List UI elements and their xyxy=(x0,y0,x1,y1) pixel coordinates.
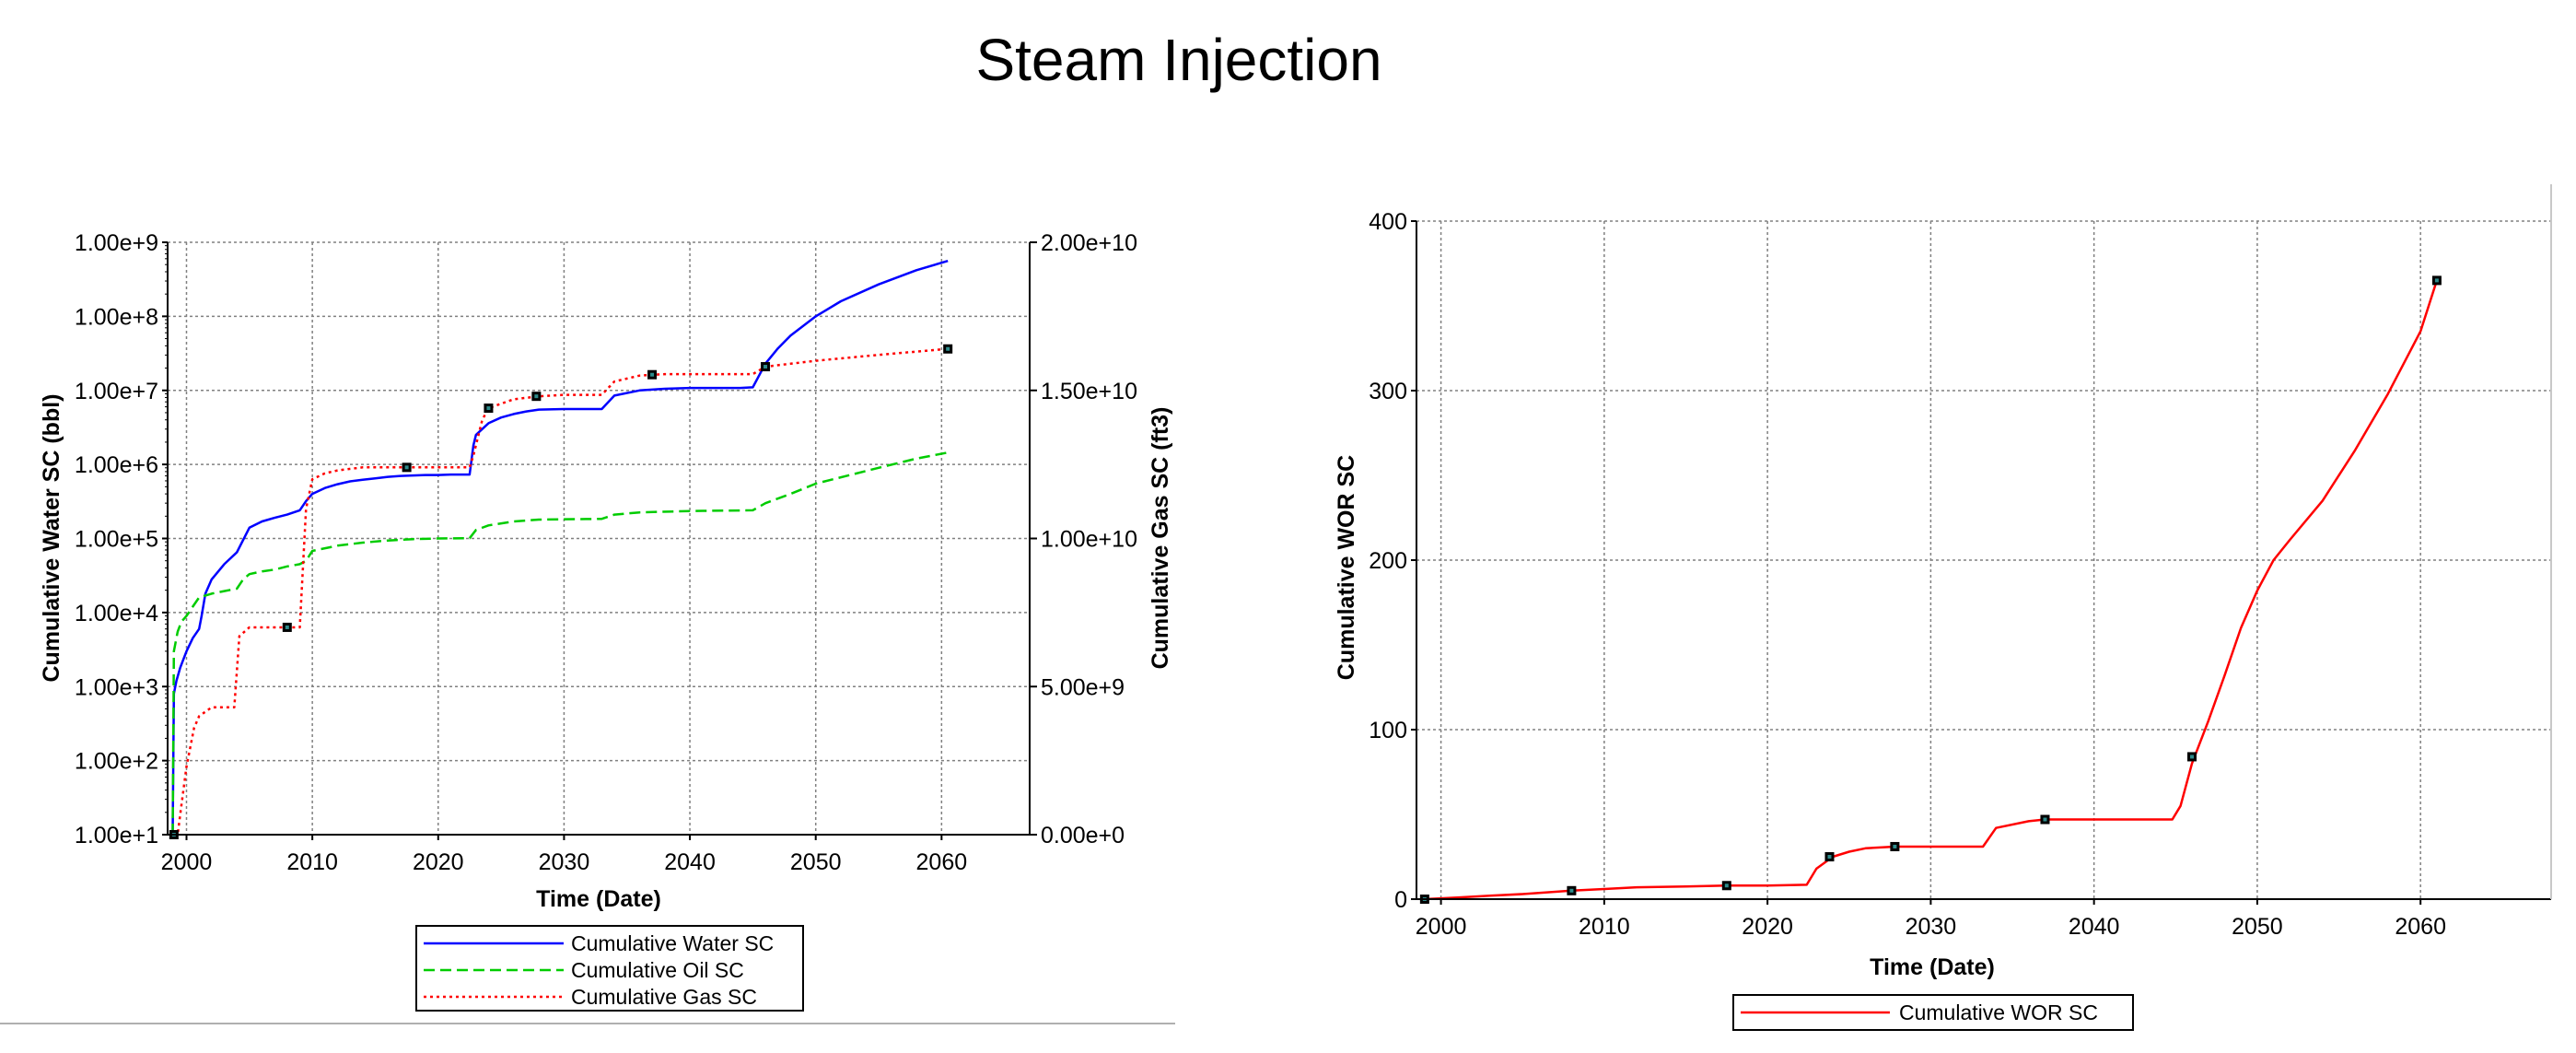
y-tick-label: 1.00e+5 xyxy=(75,527,158,553)
data-marker-center xyxy=(763,365,768,369)
x-tick-label: 2030 xyxy=(539,849,590,875)
data-marker-center xyxy=(1569,888,1574,893)
y-tick-label: 200 xyxy=(1369,548,1407,574)
x-tick-label: 2020 xyxy=(1742,914,1793,940)
left-chart: 2000 2010 2020 2030 2040 2050 2060 1.00e+11.00… xyxy=(39,230,1173,1012)
y-tick-label: 1.00e+7 xyxy=(75,379,158,404)
left-chart-x-axis-title: Time (Date) xyxy=(536,886,661,912)
right-chart-y-axis-title: Cumulative WOR SC xyxy=(1334,455,1359,680)
data-marker-center xyxy=(2434,278,2439,283)
y2-tick-label: 1.50e+10 xyxy=(1041,379,1137,404)
data-marker-center xyxy=(1724,883,1729,888)
y-tick-label: 1.00e+3 xyxy=(75,674,158,700)
y-tick-label: 1.00e+1 xyxy=(75,823,158,848)
left-chart-y2-ticks: 0.00e+0 5.00e+9 1.00e+10 1.50e+10 2.00e+10 xyxy=(1030,230,1137,848)
y2-tick-label: 0.00e+0 xyxy=(1041,823,1125,848)
right-chart-y-ticks: 0 100 200 300 400 xyxy=(1369,209,1416,913)
data-marker-center xyxy=(285,625,289,629)
y-tick-label: 1.00e+9 xyxy=(75,230,158,256)
y2-tick-label: 2.00e+10 xyxy=(1041,230,1137,256)
x-tick-label: 2040 xyxy=(664,849,716,875)
left-chart-series xyxy=(171,260,949,837)
series-line-cumulative-wor-sc xyxy=(1424,280,2439,901)
page-title: Steam Injection xyxy=(975,27,1382,93)
left-chart-y-ticks: 1.00e+1 1.00e+2 1.00e+3 1.00e+4 1.00e+5 1.00e… xyxy=(75,230,168,848)
left-chart-y2-axis-title: Cumulative Gas SC (ft3) xyxy=(1148,407,1173,670)
y-tick-label: 1.00e+6 xyxy=(75,452,158,478)
y2-tick-label: 1.00e+10 xyxy=(1041,527,1137,553)
right-chart-grid xyxy=(1416,220,2551,899)
y-tick-label: 100 xyxy=(1369,718,1407,743)
x-tick-label: 2030 xyxy=(1906,914,1957,940)
y-tick-label: 0 xyxy=(1394,887,1407,913)
y-tick-label: 1.00e+4 xyxy=(75,601,158,626)
legend-label-gas: Cumulative Gas SC xyxy=(571,985,757,1009)
x-tick-label: 2010 xyxy=(286,849,338,875)
left-chart-x-ticks: 2000 2010 2020 2030 2040 2050 2060 xyxy=(161,835,967,875)
data-marker-center xyxy=(946,346,950,351)
x-tick-label: 2060 xyxy=(2395,914,2446,940)
left-chart-y-axis-title: Cumulative Water SC (bbl) xyxy=(39,394,64,683)
right-chart: 2000 2010 2020 2030 2040 2050 2060 0 100 200 300 4… xyxy=(1334,184,2552,1031)
data-marker-center xyxy=(1827,855,1832,859)
data-marker-center xyxy=(1893,844,1897,848)
y-tick-label: 400 xyxy=(1369,209,1407,235)
right-chart-series xyxy=(1424,280,2439,901)
data-marker-center xyxy=(486,406,491,411)
legend-label-water: Cumulative Water SC xyxy=(571,931,774,955)
series-line-cumulative-oil-sc xyxy=(171,450,949,836)
data-marker-center xyxy=(534,394,539,399)
y-tick-label: 1.00e+2 xyxy=(75,749,158,775)
x-tick-label: 2020 xyxy=(413,849,464,875)
x-tick-label: 2060 xyxy=(916,849,968,875)
x-tick-label: 2000 xyxy=(1416,914,1467,940)
y2-tick-label: 5.00e+9 xyxy=(1041,674,1125,700)
right-chart-legend: Cumulative WOR SC xyxy=(1732,994,2134,1031)
legend-label-wor: Cumulative WOR SC xyxy=(1899,1000,2098,1024)
left-chart-legend-box xyxy=(415,925,804,1012)
series-line-cumulative-water-sc xyxy=(171,260,949,836)
data-marker-center xyxy=(2043,817,2047,822)
legend-label-oil: Cumulative Oil SC xyxy=(571,958,744,982)
data-marker-center xyxy=(404,465,409,470)
y-tick-label: 300 xyxy=(1369,379,1407,404)
x-tick-label: 2000 xyxy=(161,849,213,875)
left-chart-legend: Cumulative Water SC Cumulative Oil SC Cu… xyxy=(415,925,804,1012)
right-chart-plot-area xyxy=(1416,221,2551,899)
x-tick-label: 2050 xyxy=(790,849,842,875)
y-tick-label: 1.00e+8 xyxy=(75,304,158,330)
left-chart-grid xyxy=(168,241,1030,835)
series-line-cumulative-gas-sc xyxy=(173,347,949,837)
x-tick-label: 2040 xyxy=(2069,914,2120,940)
right-chart-x-axis-title: Time (Date) xyxy=(1870,954,1995,980)
right-chart-x-ticks: 2000 2010 2020 2030 2040 2050 2060 xyxy=(1416,899,2446,940)
x-tick-label: 2050 xyxy=(2232,914,2283,940)
data-marker-center xyxy=(650,372,655,377)
data-marker-center xyxy=(2190,755,2195,759)
x-tick-label: 2010 xyxy=(1579,914,1630,940)
